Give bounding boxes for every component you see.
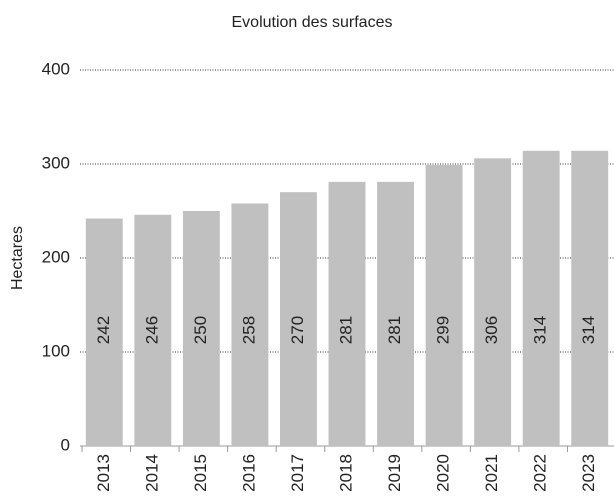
data-label: 306 xyxy=(482,316,501,344)
bar xyxy=(522,150,560,446)
data-label: 242 xyxy=(94,316,113,344)
x-tick-label: 2023 xyxy=(579,454,598,492)
y-tick-label: 300 xyxy=(42,153,70,172)
y-tick-label: 0 xyxy=(61,435,70,454)
x-tick-label: 2020 xyxy=(434,454,453,492)
x-tick-label: 2017 xyxy=(288,454,307,492)
x-tick-label: 2018 xyxy=(336,454,355,492)
data-label: 250 xyxy=(191,316,210,344)
data-label: 299 xyxy=(434,316,453,344)
bar xyxy=(134,214,172,446)
x-tick-label: 2013 xyxy=(94,454,113,492)
x-tick-label: 2019 xyxy=(385,454,404,492)
y-axis-label: Hectares xyxy=(9,226,26,290)
data-label: 314 xyxy=(579,316,598,344)
bar xyxy=(474,158,512,447)
bar xyxy=(280,192,317,446)
x-tick-label: 2022 xyxy=(531,454,550,492)
bar xyxy=(85,218,123,446)
data-label: 270 xyxy=(288,316,307,344)
data-label: 314 xyxy=(531,316,550,344)
bar xyxy=(571,150,609,446)
x-tick-label: 2014 xyxy=(142,454,161,492)
x-tick-label: 2021 xyxy=(482,454,501,492)
data-label: 281 xyxy=(336,316,355,344)
data-label: 281 xyxy=(385,316,404,344)
bar xyxy=(231,203,269,446)
bar xyxy=(377,181,414,447)
y-tick-label: 100 xyxy=(42,341,70,360)
y-tick-label: 400 xyxy=(42,59,70,78)
chart-title: Evolution des surfaces xyxy=(232,14,393,31)
bar xyxy=(425,164,463,446)
data-label: 258 xyxy=(239,316,258,344)
x-tick-label: 2016 xyxy=(239,454,258,492)
bar xyxy=(182,211,220,446)
bar xyxy=(328,181,366,447)
data-label: 246 xyxy=(142,316,161,344)
x-tick-label: 2015 xyxy=(191,454,210,492)
y-tick-label: 200 xyxy=(42,247,70,266)
